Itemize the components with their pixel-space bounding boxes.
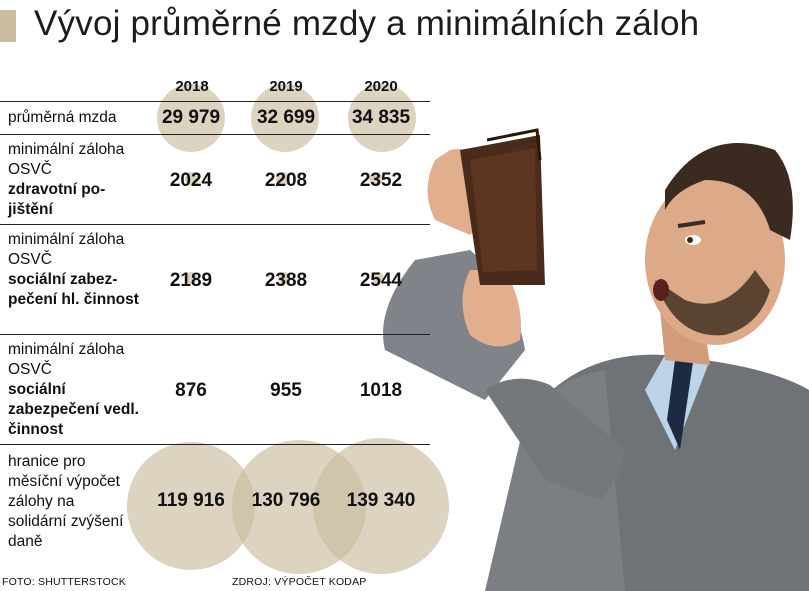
value-circle bbox=[276, 172, 290, 186]
value-circle bbox=[372, 272, 384, 284]
row-label-solidarity-threshold: hranice pro měsíční výpočet zálohy na so… bbox=[8, 452, 133, 552]
row-label-text: minimální záloha OSVČ bbox=[8, 341, 125, 378]
row-label-social-side: minimální záloha OSVČ sociální zabezpeče… bbox=[8, 340, 148, 440]
table-cell: 2208 bbox=[264, 170, 308, 191]
value-circle bbox=[278, 272, 290, 284]
row-divider bbox=[0, 134, 430, 135]
title-accent-bar bbox=[0, 10, 16, 42]
value-circle bbox=[348, 84, 416, 152]
row-label-social-main: minimální záloha OSVČ sociální zabez-peč… bbox=[8, 230, 148, 310]
row-label-text: minimální záloha OSVČ bbox=[8, 141, 125, 178]
row-divider bbox=[0, 334, 430, 335]
value-circle bbox=[369, 172, 383, 186]
row-label-text: průměrná mzda bbox=[8, 109, 117, 126]
row-label-text: minimální záloha OSVČ bbox=[8, 231, 125, 268]
table-cell: 2024 bbox=[169, 170, 213, 191]
row-divider bbox=[0, 444, 430, 445]
table-cell: 2544 bbox=[359, 270, 403, 291]
source-credit: ZDROJ: VÝPOČET KODAP bbox=[232, 576, 367, 588]
row-label-text: hranice pro měsíční výpočet zálohy na so… bbox=[8, 453, 124, 550]
value-circle bbox=[251, 84, 319, 152]
row-label-average-wage: průměrná mzda bbox=[8, 108, 148, 128]
table-cell: 139 340 bbox=[346, 490, 416, 511]
table-cell: 130 796 bbox=[251, 490, 321, 511]
value-circle bbox=[313, 438, 449, 574]
table-cell: 1018 bbox=[359, 380, 403, 401]
table-cell: 2189 bbox=[169, 270, 213, 291]
table-cell: 2388 bbox=[264, 270, 308, 291]
table-cell: 29 979 bbox=[161, 107, 221, 128]
value-circle bbox=[185, 272, 197, 284]
photo-credit: FOTO: SHUTTERSTOCK bbox=[2, 576, 126, 588]
page-title: Vývoj průměrné mzdy a minimálních záloh bbox=[34, 4, 700, 43]
row-divider bbox=[0, 101, 430, 102]
row-label-bold: sociální zabez-pečení hl. činnost bbox=[8, 271, 139, 308]
column-header-2018: 2018 bbox=[175, 78, 209, 95]
row-label-bold: sociální zabezpečení vedl. činnost bbox=[8, 381, 139, 438]
man-with-empty-wallet-photo bbox=[383, 128, 809, 591]
value-circle bbox=[185, 172, 199, 186]
row-label-bold: zdravotní po-jištění bbox=[8, 181, 106, 218]
table-cell: 119 916 bbox=[157, 490, 225, 511]
table-cell: 2352 bbox=[359, 170, 403, 191]
row-divider bbox=[0, 224, 430, 225]
table-cell: 876 bbox=[175, 380, 207, 401]
row-label-health-insurance: minimální záloha OSVČ zdravotní po-jiště… bbox=[8, 140, 148, 220]
column-header-2020: 2020 bbox=[364, 78, 398, 95]
table-cell: 34 835 bbox=[351, 107, 411, 128]
value-circle bbox=[157, 84, 225, 152]
column-header-2019: 2019 bbox=[269, 78, 303, 95]
table-cell: 32 699 bbox=[256, 107, 316, 128]
salary-table: 2018 2019 2020 průměrná mzda 29 979 32 6… bbox=[0, 78, 449, 574]
table-cell: 955 bbox=[270, 380, 302, 401]
